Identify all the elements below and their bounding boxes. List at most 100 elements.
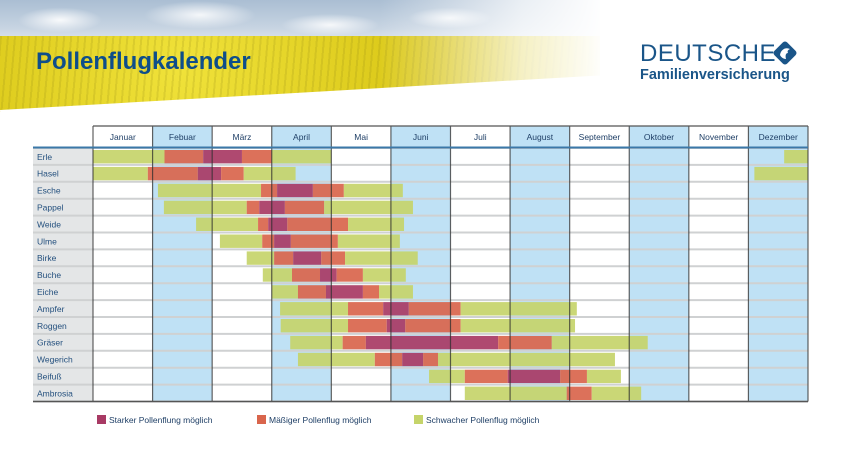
pollen-segment-moderate [274,251,294,265]
pollen-segment-weak [464,386,567,400]
pollen-row-bars [280,319,576,333]
pollen-segment-moderate [258,217,269,231]
plant-label: Weide [37,219,61,229]
pollen-segment-strong [274,234,291,248]
plant-label: Beifuß [37,371,62,381]
plant-label: Wegerich [37,355,73,365]
pollen-row-bars [429,369,621,384]
plant-label: Buche [37,270,61,280]
plant-label: Birke [37,253,57,263]
pollen-segment-weak [460,302,577,316]
pollen-segment-moderate [261,183,278,198]
plant-label: Pappel [37,202,64,212]
pollen-segment-strong [386,319,406,333]
pollen-segment-weak [243,166,296,181]
pollen-segment-moderate [348,319,387,333]
pollen-row-bars [163,200,413,215]
pollen-segment-weak [246,251,275,265]
page-title: Pollenflugkalender [36,48,251,75]
pollen-segment-moderate [292,268,321,282]
pollen-segment-strong [197,166,222,181]
pollen-row-bars [246,251,418,265]
plant-label: Gräser [37,338,63,348]
pollen-segment-moderate [284,200,325,215]
pollen-segment-moderate [290,234,338,248]
month-label: November [699,132,738,142]
pollen-segment-moderate [241,150,272,164]
pollen-segment-moderate [336,268,363,282]
pollen-segment-weak [348,217,405,231]
pollen-segment-moderate [464,369,508,384]
month-label: Dezember [759,132,798,142]
pollen-row-bars [262,268,406,282]
pollen-segment-weak [379,285,413,299]
legend-swatch [414,415,423,424]
pollen-segment-weak [437,352,615,367]
pollen-segment-weak [196,217,259,231]
logo-line-2: Familienversicherung [640,67,790,83]
pollen-segment-weak [784,150,808,164]
month-label: Febuar [169,132,196,142]
pollen-segment-strong [402,352,424,367]
pollen-segment-weak [93,150,165,164]
pollen-segment-weak [362,268,406,282]
pollen-segment-weak [324,200,413,215]
pollen-segment-strong [203,150,242,164]
plant-label: Eiche [37,287,59,297]
month-column [629,126,689,402]
pollen-segment-moderate [147,166,198,181]
plant-label: Ampfer [37,304,65,314]
pollen-segment-weak [290,335,343,350]
plant-label: Ulme [37,236,57,246]
pollen-segment-moderate [221,166,244,181]
legend-label: Schwacher Pollenflug möglich [426,415,540,425]
month-label: April [293,132,310,142]
plant-label: Ambrosia [37,388,73,398]
plant-label: Erle [37,152,52,162]
pollen-segment-strong [383,302,409,316]
pollen-segment-moderate [297,285,326,299]
pollen-segment-moderate [560,369,587,384]
month-column [688,126,749,402]
pollen-segment-moderate [423,352,438,367]
pollen-segment-weak [591,386,642,400]
pollen-row-bars [93,150,808,164]
legend-label: Starker Pollenflung möglich [109,415,213,425]
pollen-segment-moderate [246,200,260,215]
pollen-segment-weak [157,183,262,198]
pollen-row-bars [290,335,648,350]
pollen-segment-strong [365,335,499,350]
pollen-segment-weak [163,200,247,215]
month-label: Juli [474,132,487,142]
pollen-segment-strong [320,268,337,282]
pollen-segment-moderate [164,150,204,164]
pollen-segment-weak [429,369,465,384]
pollen-row-bars [280,302,577,316]
pollen-row-bars [271,285,413,299]
month-label: Mai [354,132,368,142]
pollen-segment-moderate [362,285,379,299]
plant-label: Esche [37,186,61,196]
pollen-segment-strong [507,369,561,384]
pollen-segment-weak [262,268,293,282]
pollen-row-bars [93,166,808,181]
legend-swatch [257,415,266,424]
pollen-row-bars [157,183,403,198]
pollen-segment-moderate [348,302,384,316]
pollen-segment-weak [297,352,375,367]
pollen-segment-strong [268,217,288,231]
pollen-segment-moderate [498,335,552,350]
logo-line-1: DEUTSCHE [640,40,777,67]
pollen-segment-moderate [312,183,344,198]
pollen-segment-weak [754,166,808,181]
pollen-segment-moderate [262,234,275,248]
pollen-segment-weak [586,369,621,384]
pollen-segment-weak [460,319,576,333]
pollen-row-bars [297,352,615,367]
month-label: August [527,132,554,142]
eagle-diamond-icon [773,41,797,65]
pollen-segment-weak [551,335,648,350]
pollen-segment-moderate [342,335,366,350]
pollen-row-bars [464,386,642,400]
